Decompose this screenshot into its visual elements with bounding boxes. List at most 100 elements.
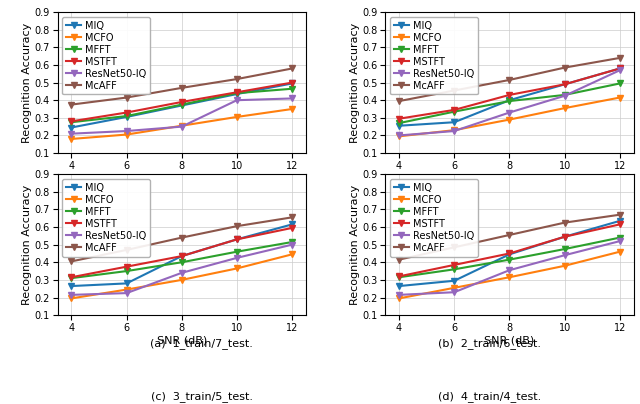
Legend: MIQ, MCFO, MFFT, MSTFT, ResNet50-IQ, McAFF: MIQ, MCFO, MFFT, MSTFT, ResNet50-IQ, McA… (390, 179, 477, 257)
MFFT (123, 114, 131, 118)
MSTFT (233, 90, 241, 95)
MCFO (233, 266, 241, 271)
MCFO (561, 263, 568, 268)
Line: McAFF: McAFF (396, 211, 623, 263)
MIQ (68, 125, 76, 130)
Line: MFFT: MFFT (396, 80, 623, 126)
ResNet50-IQ (396, 292, 403, 297)
MCFO (451, 285, 458, 290)
ResNet50-IQ (178, 270, 186, 275)
Line: McAFF: McAFF (68, 214, 296, 265)
MCFO (233, 114, 241, 119)
ResNet50-IQ (451, 128, 458, 133)
MCFO (451, 128, 458, 133)
MSTFT (68, 119, 76, 124)
MSTFT (178, 254, 186, 259)
Y-axis label: Recognition Accuracy: Recognition Accuracy (349, 23, 360, 143)
MCFO (178, 278, 186, 282)
MSTFT (288, 80, 296, 85)
MSTFT (451, 107, 458, 112)
MIQ (451, 120, 458, 125)
Line: MSTFT: MSTFT (68, 225, 296, 281)
ResNet50-IQ (561, 253, 568, 258)
McAFF (561, 65, 568, 70)
MSTFT (506, 93, 513, 97)
ResNet50-IQ (123, 290, 131, 295)
McAFF (123, 248, 131, 252)
MIQ (123, 114, 131, 119)
Line: MSTFT: MSTFT (396, 65, 623, 122)
ResNet50-IQ (233, 255, 241, 260)
Line: MFFT: MFFT (68, 238, 296, 282)
MSTFT (288, 225, 296, 230)
MIQ (561, 82, 568, 87)
McAFF (561, 220, 568, 225)
MCFO (288, 107, 296, 112)
MCFO (616, 249, 623, 254)
Line: MCFO: MCFO (68, 251, 296, 302)
McAFF (233, 77, 241, 82)
MIQ (616, 219, 623, 223)
Y-axis label: Recognition Accuracy: Recognition Accuracy (22, 185, 32, 305)
X-axis label: SNR (dB): SNR (dB) (157, 336, 207, 345)
MFFT (451, 109, 458, 114)
MCFO (123, 287, 131, 292)
McAFF (451, 88, 458, 93)
Legend: MIQ, MCFO, MFFT, MSTFT, ResNet50-IQ, McAFF: MIQ, MCFO, MFFT, MSTFT, ResNet50-IQ, McA… (63, 17, 150, 95)
MCFO (178, 123, 186, 128)
Line: MSTFT: MSTFT (68, 79, 296, 125)
McAFF (506, 233, 513, 238)
MCFO (123, 132, 131, 137)
MIQ (396, 123, 403, 128)
MFFT (506, 99, 513, 103)
MSTFT (68, 275, 76, 280)
Text: (d)  4_train/4_test.: (d) 4_train/4_test. (438, 391, 541, 402)
MFFT (68, 276, 76, 280)
Line: MCFO: MCFO (396, 248, 623, 302)
ResNet50-IQ (616, 239, 623, 244)
X-axis label: SNR (dB): SNR (dB) (484, 336, 534, 345)
Line: MIQ: MIQ (396, 65, 623, 129)
McAFF (233, 224, 241, 229)
Line: ResNet50-IQ: ResNet50-IQ (396, 67, 623, 139)
MCFO (396, 134, 403, 139)
MIQ (233, 92, 241, 97)
ResNet50-IQ (178, 124, 186, 129)
ResNet50-IQ (123, 128, 131, 133)
ResNet50-IQ (506, 268, 513, 273)
ResNet50-IQ (561, 93, 568, 98)
MSTFT (616, 66, 623, 71)
MIQ (506, 252, 513, 257)
MCFO (68, 296, 76, 301)
MIQ (506, 98, 513, 103)
X-axis label: SNR (dB): SNR (dB) (157, 173, 207, 183)
Line: McAFF: McAFF (396, 55, 623, 105)
Line: ResNet50-IQ: ResNet50-IQ (68, 95, 296, 137)
MFFT (178, 260, 186, 265)
ResNet50-IQ (451, 290, 458, 295)
MFFT (288, 240, 296, 244)
Line: MIQ: MIQ (68, 80, 296, 131)
Line: MSTFT: MSTFT (396, 221, 623, 280)
MIQ (178, 254, 186, 259)
MSTFT (616, 222, 623, 227)
MCFO (561, 106, 568, 111)
MFFT (616, 235, 623, 240)
ResNet50-IQ (68, 292, 76, 297)
MSTFT (506, 251, 513, 256)
MFFT (451, 267, 458, 272)
Text: (b)  2_train/6_test.: (b) 2_train/6_test. (438, 339, 541, 349)
MIQ (616, 66, 623, 71)
MCFO (396, 296, 403, 301)
ResNet50-IQ (233, 98, 241, 103)
ResNet50-IQ (506, 110, 513, 115)
ResNet50-IQ (288, 242, 296, 247)
McAFF (506, 78, 513, 82)
MSTFT (396, 274, 403, 279)
MIQ (233, 237, 241, 242)
MCFO (506, 117, 513, 122)
McAFF (178, 86, 186, 90)
Legend: MIQ, MCFO, MFFT, MSTFT, ResNet50-IQ, McAFF: MIQ, MCFO, MFFT, MSTFT, ResNet50-IQ, McA… (63, 179, 150, 257)
MFFT (561, 93, 568, 97)
MSTFT (123, 264, 131, 269)
